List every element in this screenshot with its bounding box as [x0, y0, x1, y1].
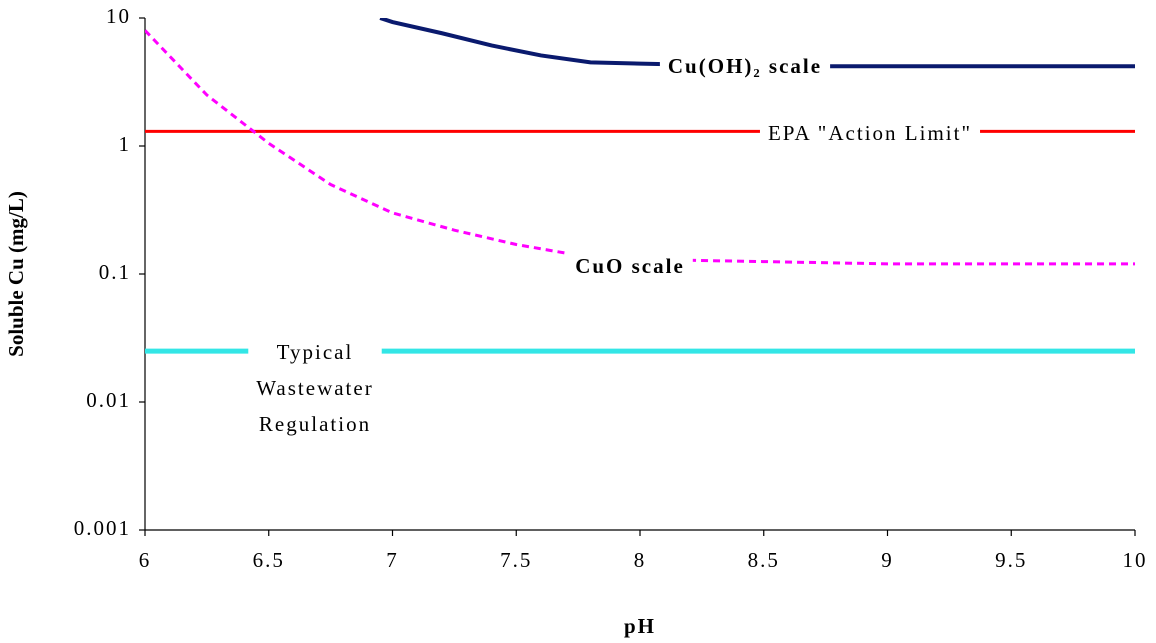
- y-axis-title: Soluble Cu (mg/L): [4, 191, 28, 357]
- y-tick-label: 0.001: [74, 516, 131, 540]
- x-tick-label: 7.5: [500, 548, 532, 572]
- x-tick-label: 7: [386, 548, 399, 572]
- x-tick-label: 10: [1123, 548, 1148, 572]
- y-tick-label: 10: [106, 4, 131, 28]
- x-tick-label: 8.5: [748, 548, 780, 572]
- label-line: Wastewater: [256, 376, 373, 400]
- series-label: CuO scale: [575, 254, 685, 278]
- label-bg: [659, 51, 831, 80]
- label-line: Typical: [277, 340, 354, 364]
- x-tick-label: 9: [881, 548, 894, 572]
- x-tick-label: 6.5: [253, 548, 285, 572]
- x-axis-title: pH: [624, 614, 656, 638]
- label-bg: [759, 118, 981, 147]
- x-tick-label: 6: [139, 548, 152, 572]
- series-label: EPA "Action Limit": [768, 121, 972, 145]
- x-tick-label: 8: [634, 548, 647, 572]
- label-bg: [567, 251, 693, 280]
- series-label: Typical Wastewater Regulation: [256, 340, 373, 436]
- y-tick-label: 0.1: [99, 260, 131, 284]
- x-tick-label: 9.5: [995, 548, 1027, 572]
- label-bg: [248, 337, 382, 438]
- label-line: Regulation: [259, 412, 371, 436]
- y-tick-label: 0.01: [86, 388, 131, 412]
- y-tick-label: 1: [119, 132, 132, 156]
- series-label: Cu(OH)₂ scale: [668, 54, 822, 78]
